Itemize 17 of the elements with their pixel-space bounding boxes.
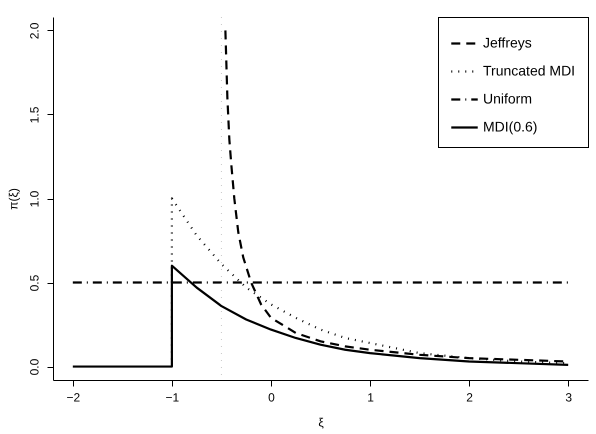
legend-label: MDI(0.6): [483, 118, 538, 134]
x-tick-label: −1: [166, 390, 180, 404]
y-tick-label: 1.0: [28, 190, 42, 208]
y-axis-title: π(ξ): [6, 188, 20, 210]
x-tick-label: 0: [268, 390, 276, 404]
y-tick-label: 0.5: [28, 274, 42, 292]
y-tick-label: 2.0: [28, 22, 42, 40]
legend-label: Truncated MDI: [483, 62, 576, 78]
x-axis-title: ξ: [318, 416, 324, 430]
y-tick-label: 1.5: [28, 106, 42, 124]
x-tick-label: −2: [66, 390, 80, 404]
x-tick-label: 3: [565, 390, 572, 404]
x-tick-label: 1: [367, 390, 374, 404]
x-tick-label: 2: [466, 390, 474, 404]
legend-label: Jeffreys: [483, 34, 532, 50]
y-tick-label: 0.0: [28, 358, 42, 376]
legend-label: Uniform: [483, 90, 532, 106]
